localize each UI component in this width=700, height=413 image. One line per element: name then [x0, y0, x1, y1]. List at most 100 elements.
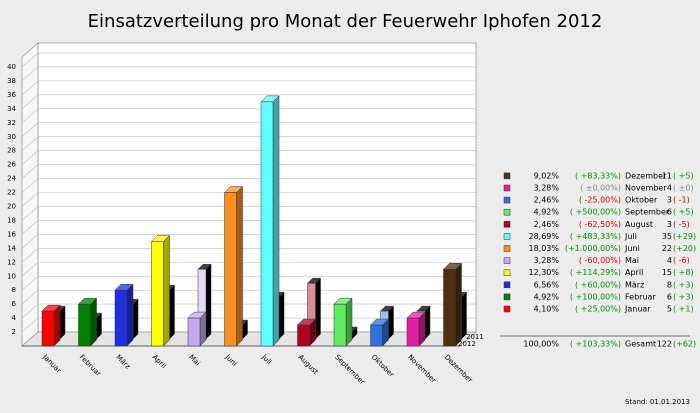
- series-label: 2012: [458, 340, 476, 348]
- legend-share: 18,03%: [528, 244, 559, 253]
- back-wall: [37, 42, 477, 333]
- legend-value: 4: [667, 256, 672, 265]
- legend-change: (+1.000,00%): [565, 244, 621, 253]
- legend-diff: ( +1): [673, 305, 694, 314]
- y-tick-label: 10: [7, 272, 16, 280]
- legend-share: 6,56%: [534, 280, 560, 289]
- legend-month: Februar: [625, 292, 656, 301]
- chart-title: Einsatzverteilung pro Monat der Feuerweh…: [88, 11, 603, 32]
- bar-side: [461, 291, 467, 340]
- y-tick-label: 38: [7, 77, 16, 85]
- legend-month: März: [625, 280, 644, 289]
- legend-value: 15: [662, 268, 672, 277]
- grid-line: [21, 94, 39, 110]
- legend-month: April: [625, 268, 643, 277]
- y-tick-label: 36: [7, 91, 16, 99]
- total-label: Gesamt: [625, 340, 656, 349]
- legend-diff: ( +5): [673, 171, 694, 180]
- y-tick-label: 28: [7, 147, 16, 155]
- bar: [114, 289, 128, 347]
- legend-diff: ( +3): [673, 280, 694, 289]
- total-change: ( +103,33%): [570, 340, 621, 349]
- legend-value: 22: [662, 244, 672, 253]
- legend-change: ( +100,00%): [570, 292, 621, 301]
- grid-line: [21, 262, 39, 277]
- legend-change: ( +114,29%): [570, 268, 621, 277]
- grid-line: [21, 80, 39, 96]
- legend-swatch: [503, 221, 511, 228]
- legend-swatch: [503, 293, 511, 301]
- legend-value: 5: [667, 305, 672, 314]
- legend-change: ( -60,00%): [579, 256, 621, 265]
- legend-share: 4,10%: [534, 305, 560, 314]
- bar-side: [205, 263, 212, 340]
- legend-change: ( -62,50%): [579, 220, 621, 229]
- y-tick-label: 14: [7, 244, 16, 252]
- bar-side: [132, 298, 139, 340]
- legend-share: 2,46%: [534, 220, 560, 229]
- legend-change: ( +483,33%): [570, 232, 621, 241]
- y-tick-label: 20: [7, 203, 16, 211]
- y-tick-label: 4: [12, 314, 17, 322]
- grid-line: [21, 164, 39, 179]
- legend-diff: ( +8): [673, 268, 694, 277]
- bar-side: [126, 283, 134, 347]
- x-tick-label: Juni: [223, 352, 239, 368]
- legend-change: ( +25,00%): [575, 305, 621, 314]
- legend-share: 3,28%: [534, 256, 560, 265]
- legend-value: 35: [662, 232, 672, 241]
- legend-value: 3: [667, 220, 672, 229]
- total-value: 122: [657, 340, 672, 349]
- x-tick-label: März: [114, 353, 132, 371]
- grid-line: [21, 275, 39, 291]
- x-tick-label: Dezember: [443, 353, 474, 384]
- grid-line: [21, 289, 39, 305]
- legend-month: Juni: [624, 244, 640, 253]
- y-tick-label: 24: [7, 175, 16, 183]
- legend-value: 8: [667, 280, 672, 289]
- bar-side: [163, 234, 170, 347]
- grid-line: [21, 108, 39, 124]
- grid-line: [21, 178, 39, 193]
- bar: [187, 317, 201, 347]
- x-tick-label: April: [151, 353, 168, 370]
- x-tick-label: Februar: [78, 353, 103, 378]
- bar-side: [388, 305, 394, 340]
- legend-diff: ( +3): [673, 292, 694, 301]
- grid-line: [21, 122, 39, 137]
- grid-line: [21, 248, 39, 263]
- legend-swatch: [503, 196, 511, 204]
- bar-side: [53, 304, 61, 347]
- grid-line: [21, 303, 39, 319]
- y-tick-label: 40: [7, 63, 16, 71]
- legend-value: 11: [662, 171, 672, 180]
- legend-swatch: [503, 172, 511, 180]
- legend-change: ( +60,00%): [575, 280, 621, 289]
- bar-side: [90, 297, 97, 347]
- legend-diff: ( -1): [673, 196, 690, 205]
- legend-swatch: [503, 233, 511, 240]
- y-tick-label: 2: [12, 328, 16, 336]
- legend-diff: ( -6): [673, 256, 690, 265]
- legend-month: September: [625, 208, 670, 217]
- legend-diff: ( -5): [673, 220, 690, 229]
- legend-diff: (+20): [673, 244, 696, 253]
- legend-value: 3: [667, 196, 672, 205]
- bar: [297, 324, 310, 347]
- legend-swatch: [503, 281, 511, 289]
- bar: [224, 192, 237, 347]
- grid-line: [21, 220, 39, 235]
- y-tick-label: 26: [7, 161, 16, 169]
- bar: [78, 303, 91, 347]
- x-tick-label: November: [406, 353, 437, 384]
- legend-share: 4,92%: [534, 292, 560, 301]
- legend-value: 6: [667, 208, 672, 217]
- legend-swatch: [503, 184, 511, 192]
- legend-share: 2,46%: [534, 196, 560, 205]
- legend-month: August: [625, 220, 653, 229]
- bar: [260, 101, 274, 347]
- y-tick-label: 30: [7, 133, 16, 141]
- bar-side: [278, 291, 285, 340]
